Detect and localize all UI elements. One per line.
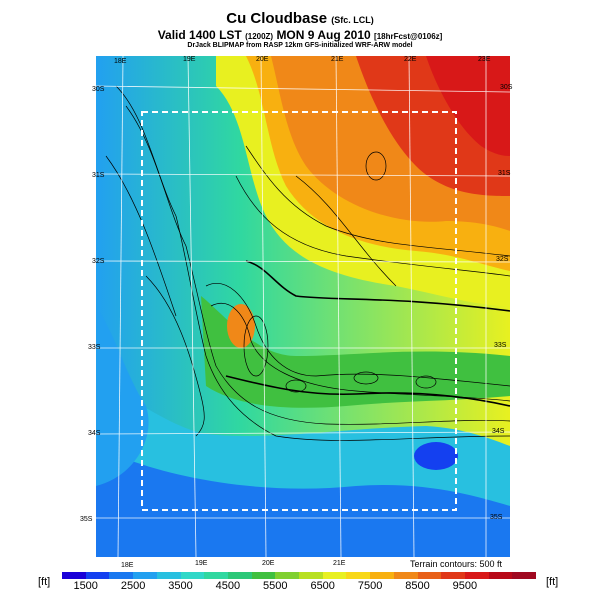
colorbar-tick-label: 8500 bbox=[405, 580, 430, 592]
colorbar-tick-label: 3500 bbox=[168, 580, 193, 592]
colorbar-tick-label: 2500 bbox=[120, 580, 146, 592]
colorbar-swatch bbox=[62, 572, 86, 579]
green-region bbox=[201, 296, 510, 408]
lat-label-left: 31S bbox=[92, 172, 105, 179]
lat-label-left: 34S bbox=[88, 430, 101, 437]
lon-label-top: 22E bbox=[404, 56, 417, 63]
lon-label-top: 21E bbox=[331, 56, 344, 63]
valid-utc: (1200Z) bbox=[245, 32, 274, 41]
lat-label-left: 30S bbox=[92, 86, 105, 93]
lat-label-right: 33S bbox=[494, 342, 507, 349]
lat-label-right: 30S bbox=[500, 84, 513, 91]
colorbar-swatch bbox=[393, 572, 418, 579]
colorbar-swatch bbox=[180, 572, 205, 579]
lat-label-right: 31S bbox=[498, 170, 511, 177]
lat-label-right: 34S bbox=[492, 428, 505, 435]
valid-date: MON 9 Aug 2010 bbox=[276, 28, 371, 42]
color-scale-bar bbox=[62, 572, 537, 579]
lon-label-bottom: 19E bbox=[195, 560, 208, 567]
lat-label-left: 35S bbox=[80, 516, 93, 523]
colorbar-swatch bbox=[441, 572, 465, 579]
model-credit: DrJack BLIPMAP from RASP 12km GFS-initia… bbox=[187, 42, 413, 49]
lon-label-bottom: 20E bbox=[262, 560, 275, 567]
lat-label-left: 32S bbox=[92, 258, 105, 265]
blue-region-coast bbox=[96, 446, 510, 557]
colorbar-swatch bbox=[417, 572, 442, 579]
colorbar-swatch bbox=[109, 572, 134, 579]
terrain-contour-note: Terrain contours: 500 ft bbox=[409, 559, 502, 569]
map-title: Cu Cloudbase (Sfc. LCL) bbox=[0, 10, 600, 27]
colorbar-tick-label: 6500 bbox=[310, 580, 335, 592]
colorbar-tick-label: 7500 bbox=[357, 580, 383, 592]
colorbar-ticks: 1500 2500 3500 4500 5500 6500 7500 8500 9500 bbox=[62, 580, 536, 594]
lat-label-left: 33S bbox=[88, 344, 101, 351]
colorbar-swatch bbox=[322, 572, 347, 579]
colorbar-swatch bbox=[488, 572, 513, 579]
colorbar-swatch bbox=[204, 572, 228, 579]
lat-label-right: 35S bbox=[490, 514, 503, 521]
lat-lon-grid bbox=[96, 56, 510, 557]
lon-label-bottom: 21E bbox=[333, 560, 346, 567]
colorbar-swatch bbox=[227, 572, 252, 579]
colorbar-tick-label: 9500 bbox=[452, 580, 478, 592]
colorbar-swatch bbox=[275, 572, 300, 579]
lon-label-bottom: 18E bbox=[121, 562, 134, 569]
colorbar-tick-label: 1500 bbox=[73, 580, 98, 592]
colorbar-tick-label: 5500 bbox=[263, 580, 288, 592]
lon-label-top: 18E bbox=[114, 58, 127, 65]
colorbar-swatch bbox=[299, 572, 323, 579]
colorbar-swatch bbox=[370, 572, 394, 579]
colorbar-swatch bbox=[464, 572, 489, 579]
colorbar-swatch bbox=[346, 572, 371, 579]
colorbar-unit-right: [ft] bbox=[546, 576, 559, 588]
lat-label-right: 32S bbox=[496, 256, 509, 263]
colorbar-swatch bbox=[133, 572, 157, 579]
title-suffix: (Sfc. LCL) bbox=[331, 15, 374, 25]
dark-red-region bbox=[426, 56, 510, 156]
colorbar-swatch bbox=[512, 572, 537, 579]
colorbar-swatch bbox=[156, 572, 181, 579]
colorbar-tick-label: 4500 bbox=[215, 580, 241, 592]
lon-label-top: 23E bbox=[478, 56, 491, 63]
forecast-info: [18hrFcst@0106z] bbox=[374, 32, 443, 41]
colorbar-unit-left: [ft] bbox=[38, 576, 51, 588]
title-text: Cu Cloudbase bbox=[226, 10, 328, 27]
colorbar-swatch bbox=[251, 572, 276, 579]
colorbar-swatch bbox=[85, 572, 110, 579]
valid-time: Valid 1400 LST (1200Z) MON 9 Aug 2010 [1… bbox=[0, 28, 600, 42]
cloudbase-map bbox=[96, 56, 510, 557]
blue-region-west bbox=[96, 306, 149, 486]
orange-peak bbox=[227, 304, 255, 348]
valid-label: Valid 1400 LST bbox=[157, 28, 242, 42]
lon-label-top: 20E bbox=[256, 56, 269, 63]
deep-blue-patch bbox=[414, 442, 458, 470]
domain-boundary bbox=[141, 111, 457, 511]
lon-label-top: 19E bbox=[183, 56, 196, 63]
